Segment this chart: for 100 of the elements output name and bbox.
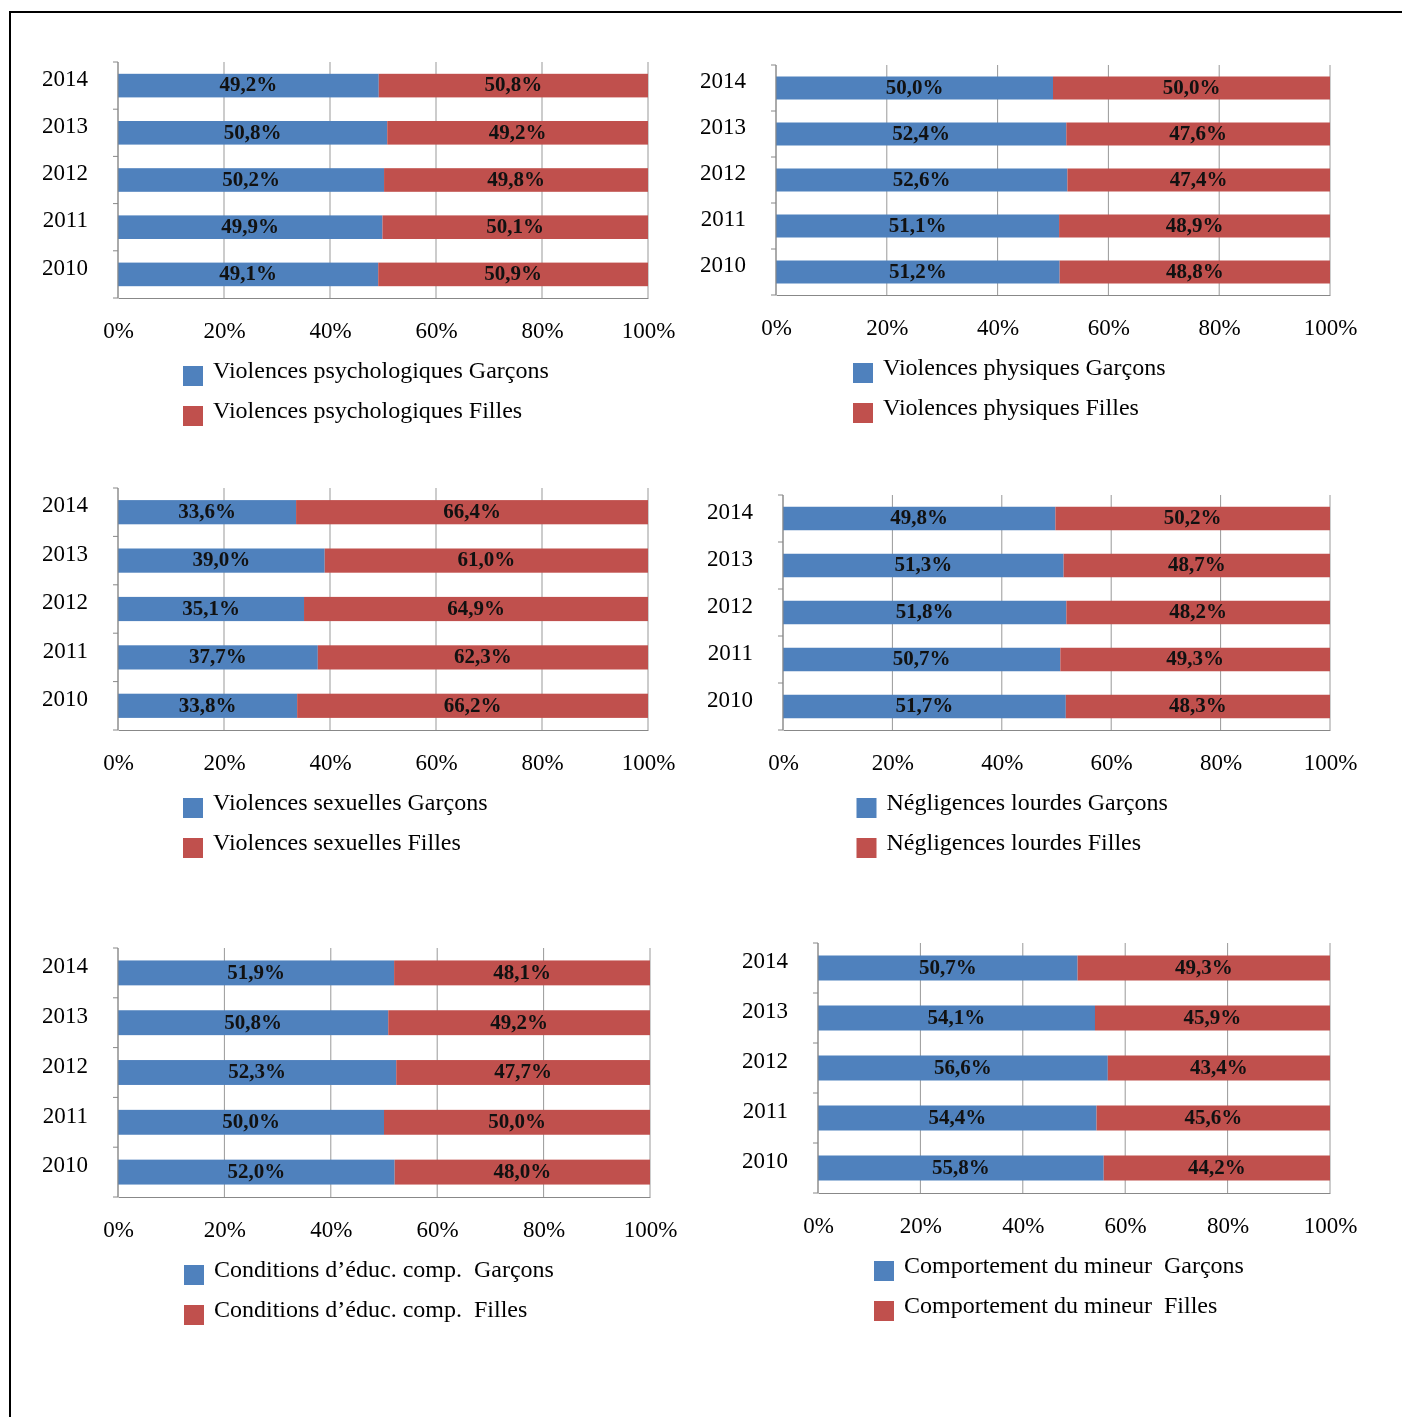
x-tick-label: 0%: [103, 750, 134, 776]
legend-label: Violences physiques Filles: [883, 393, 1139, 420]
bar: [304, 596, 648, 622]
x-tick-label: 100%: [1303, 315, 1358, 341]
data-label: 47,7%: [494, 1059, 552, 1084]
data-label: 49,2%: [219, 72, 278, 97]
y-tick-label: 2013: [42, 113, 88, 139]
bar: [118, 1060, 397, 1085]
y-tick-label: 2014: [742, 948, 789, 974]
bar: [1066, 600, 1330, 625]
bar: [382, 215, 648, 239]
bar: [1063, 553, 1330, 578]
data-label: 45,9%: [1183, 1004, 1242, 1029]
data-label: 47,6%: [1169, 120, 1228, 145]
data-label: 50,1%: [486, 214, 545, 239]
y-tick-label: 2011: [42, 637, 88, 663]
data-label: 37,7%: [189, 644, 247, 669]
data-label: 48,0%: [493, 1158, 552, 1183]
bar: [1066, 122, 1330, 146]
data-label: 49,3%: [1174, 954, 1233, 979]
data-label: 51,3%: [894, 552, 953, 577]
y-tick-label: 2010: [42, 686, 88, 712]
data-label: 49,2%: [490, 1009, 548, 1034]
x-tick-label: 40%: [310, 1217, 353, 1243]
bar: [384, 1109, 650, 1135]
bar: [1067, 168, 1330, 192]
legend-label: Violences psychologiques Filles: [213, 396, 523, 423]
x-tick-label: 80%: [521, 750, 564, 776]
data-label: 48,9%: [1165, 212, 1224, 237]
x-tick-label: 80%: [1200, 750, 1243, 776]
bar: [818, 1155, 1104, 1181]
bar: [1077, 955, 1330, 981]
y-tick-label: 2014: [700, 68, 747, 94]
x-tick-label: 100%: [623, 1217, 678, 1243]
data-label: 48,2%: [1169, 599, 1228, 624]
y-tick-label: 2013: [42, 540, 88, 566]
data-label: 51,8%: [895, 599, 954, 624]
y-tick-label: 2012: [42, 1052, 88, 1078]
data-label: 47,4%: [1169, 166, 1228, 191]
x-tick-label: 80%: [1198, 315, 1241, 341]
y-tick-label: 2012: [700, 160, 746, 186]
x-tick-label: 80%: [1207, 1213, 1250, 1239]
y-tick-label: 2010: [42, 1152, 88, 1178]
bar: [776, 214, 1060, 238]
data-label: 44,2%: [1187, 1154, 1246, 1179]
legend-label: Négligences lourdes Filles: [886, 828, 1142, 855]
y-tick-label: 2014: [707, 498, 754, 524]
y-tick-label: 2013: [707, 545, 753, 571]
x-tick-label: 80%: [521, 318, 564, 344]
x-tick-label: 60%: [1087, 315, 1130, 341]
bar: [118, 168, 385, 192]
bar: [783, 553, 1064, 578]
data-label: 50,8%: [484, 72, 543, 97]
y-tick-label: 2013: [742, 998, 788, 1024]
data-label: 50,0%: [488, 1109, 546, 1134]
x-tick-label: 20%: [871, 750, 914, 776]
data-label: 51,7%: [895, 693, 954, 718]
y-tick-label: 2010: [742, 1148, 788, 1174]
legend-label: Conditions d’éduc. comp. Garçons: [214, 1255, 554, 1282]
bar: [378, 262, 648, 287]
y-tick-label: 2012: [42, 589, 88, 615]
data-label: 66,4%: [443, 499, 501, 524]
data-label: 49,8%: [890, 505, 949, 530]
data-label: 50,8%: [223, 119, 282, 144]
x-tick-label: 100%: [621, 318, 676, 344]
bar: [118, 1010, 389, 1036]
bar: [1094, 1005, 1330, 1031]
bar: [118, 548, 325, 573]
bar: [783, 647, 1061, 672]
bar: [1060, 647, 1330, 672]
x-tick-label: 0%: [103, 1217, 134, 1243]
y-tick-label: 2011: [700, 206, 746, 232]
data-label: 54,1%: [927, 1004, 986, 1029]
x-tick-label: 20%: [203, 750, 246, 776]
data-label: 52,0%: [227, 1158, 286, 1183]
legend-label: Violences physiques Garçons: [883, 353, 1166, 380]
y-tick-label: 2013: [42, 1002, 88, 1028]
bar: [783, 506, 1056, 531]
bar: [818, 1005, 1095, 1031]
x-tick-label: 40%: [309, 318, 352, 344]
x-tick-label: 0%: [803, 1213, 834, 1239]
data-label: 52,6%: [892, 166, 951, 191]
data-label: 45,6%: [1184, 1104, 1243, 1129]
data-label: 50,7%: [892, 646, 951, 671]
data-label: 52,3%: [228, 1059, 286, 1084]
data-label: 50,9%: [484, 261, 542, 286]
bar: [384, 168, 648, 192]
data-label: 52,4%: [892, 120, 951, 145]
data-label: 50,2%: [222, 166, 280, 191]
x-tick-label: 0%: [761, 315, 792, 341]
data-label: 50,7%: [918, 954, 977, 979]
bar: [388, 1010, 650, 1036]
y-tick-label: 2010: [42, 254, 88, 280]
data-label: 33,6%: [178, 499, 236, 524]
x-tick-label: 60%: [416, 1217, 459, 1243]
bar: [118, 73, 379, 98]
bar: [1107, 1055, 1330, 1081]
bar: [396, 1060, 650, 1085]
x-tick-label: 100%: [1303, 1213, 1358, 1239]
bar: [1059, 214, 1330, 238]
